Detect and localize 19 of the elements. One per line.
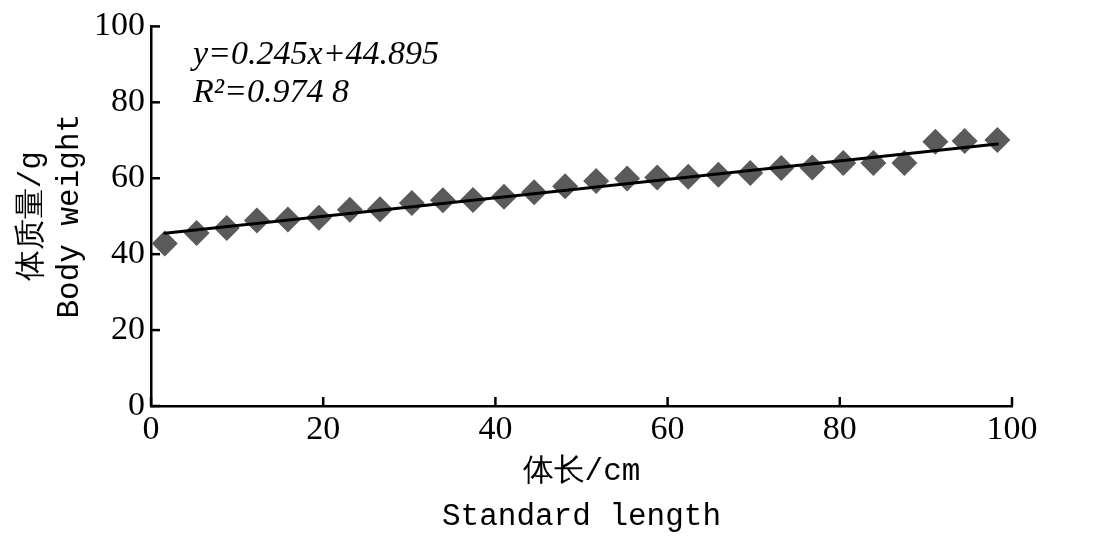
y-tick-label: 20: [111, 309, 145, 346]
point: [151, 230, 178, 257]
y-tick-label: 100: [94, 5, 145, 43]
y-tick-label: 0: [128, 384, 145, 422]
x-tick-label: 60: [650, 409, 685, 447]
y-tick-label: 40: [111, 233, 145, 271]
x-axis-title: 体长/cm Standard length: [441, 453, 722, 534]
x-tick-label: 20: [306, 409, 341, 447]
annotation: R²=0.974 8: [192, 72, 349, 110]
y-tick-label: 80: [111, 81, 145, 119]
point: [891, 150, 918, 177]
y-axis-title: 体质量/g Body weight: [13, 113, 88, 319]
point: [922, 128, 949, 155]
x-tick-label: 80: [822, 409, 857, 447]
point: [984, 126, 1011, 153]
y-tick-label: 60: [111, 157, 145, 195]
x-tick-label: 40: [478, 409, 513, 447]
x-tick-label: 100: [986, 409, 1038, 447]
annotation: y=0.245x+44.895: [190, 34, 440, 72]
